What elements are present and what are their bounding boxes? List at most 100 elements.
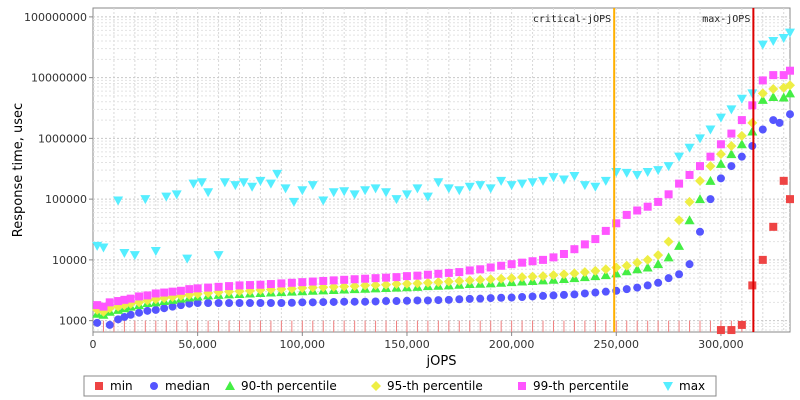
- data-point: [360, 186, 371, 196]
- data-point: [455, 268, 464, 277]
- data-point: [476, 294, 485, 303]
- data-point: [600, 270, 611, 280]
- data-point: [392, 297, 401, 306]
- data-point: [779, 176, 788, 185]
- data-point: [423, 270, 432, 279]
- y-tick-label: 1000: [59, 315, 87, 328]
- data-point: [632, 170, 643, 180]
- grid-lines: [93, 8, 790, 332]
- data-point: [548, 173, 559, 183]
- series-max: [92, 28, 795, 264]
- data-point: [349, 190, 360, 200]
- data-point: [135, 308, 144, 317]
- data-point: [225, 282, 234, 291]
- data-point: [465, 294, 474, 303]
- legend-item: min: [95, 379, 133, 393]
- data-point: [778, 92, 789, 102]
- data-point: [786, 195, 794, 204]
- data-point: [685, 260, 694, 269]
- data-point: [663, 162, 674, 172]
- data-point: [247, 182, 258, 192]
- data-point: [684, 196, 695, 207]
- data-point: [203, 188, 214, 198]
- data-point: [559, 249, 568, 258]
- legend-label: 99-th percentile: [533, 379, 629, 393]
- legend-item: 90-th percentile: [225, 379, 337, 393]
- data-point: [151, 305, 160, 314]
- data-point: [736, 130, 747, 141]
- legend-label: max: [679, 379, 705, 393]
- data-point: [527, 178, 538, 188]
- data-point: [256, 299, 265, 308]
- data-point: [370, 280, 381, 291]
- data-point: [328, 188, 339, 198]
- data-point: [695, 162, 704, 171]
- data-point: [642, 167, 653, 177]
- series-min: [716, 176, 794, 335]
- data-point: [413, 296, 422, 305]
- data-point: [349, 281, 360, 292]
- data-point: [193, 284, 202, 293]
- data-point: [391, 279, 402, 290]
- data-point: [757, 94, 768, 104]
- data-point: [694, 134, 705, 144]
- data-point: [99, 302, 108, 311]
- data-point: [402, 272, 411, 281]
- data-point: [727, 326, 736, 335]
- data-point: [716, 174, 725, 183]
- data-point: [736, 139, 747, 149]
- data-point: [685, 170, 694, 179]
- data-point: [350, 297, 359, 306]
- data-point: [601, 226, 610, 235]
- data-point: [538, 176, 549, 186]
- data-point: [539, 291, 548, 300]
- data-point: [580, 240, 589, 249]
- data-point: [748, 101, 757, 110]
- data-point: [747, 117, 758, 128]
- data-point: [114, 315, 123, 324]
- data-point: [769, 71, 778, 80]
- data-point: [548, 270, 559, 281]
- data-point: [768, 91, 779, 101]
- data-point: [591, 235, 600, 244]
- data-point: [769, 116, 778, 125]
- data-point: [518, 258, 527, 267]
- data-point: [434, 296, 443, 305]
- data-point: [298, 278, 307, 287]
- data-point: [486, 294, 495, 303]
- y-axis-title: Response time, usec: [11, 103, 26, 237]
- data-point: [371, 297, 380, 306]
- data-point: [736, 94, 747, 104]
- y-tick-label: 1000000: [38, 132, 87, 145]
- series-median: [93, 110, 794, 329]
- data-point: [93, 318, 102, 327]
- data-point: [235, 299, 244, 308]
- data-point: [476, 265, 485, 274]
- data-point: [193, 299, 202, 308]
- data-point: [758, 255, 767, 264]
- legend-swatch: [371, 381, 381, 391]
- data-point: [176, 301, 185, 310]
- data-point: [120, 312, 129, 321]
- data-point: [654, 197, 663, 206]
- data-point: [245, 299, 254, 308]
- data-point: [93, 301, 102, 310]
- data-point: [361, 297, 370, 306]
- data-point: [663, 252, 674, 262]
- data-point: [653, 259, 664, 269]
- data-point: [443, 276, 454, 287]
- data-point: [715, 113, 726, 123]
- data-point: [786, 66, 794, 75]
- data-point: [675, 179, 684, 188]
- data-point: [506, 273, 517, 284]
- data-point: [340, 275, 349, 284]
- data-point: [168, 287, 177, 296]
- data-point: [339, 281, 350, 292]
- data-point: [570, 290, 579, 299]
- data-point: [280, 184, 291, 194]
- data-point: [601, 287, 610, 296]
- data-point: [319, 276, 328, 285]
- data-point: [715, 158, 726, 168]
- data-point: [339, 187, 350, 197]
- y-tick-label: 10000000: [31, 72, 87, 85]
